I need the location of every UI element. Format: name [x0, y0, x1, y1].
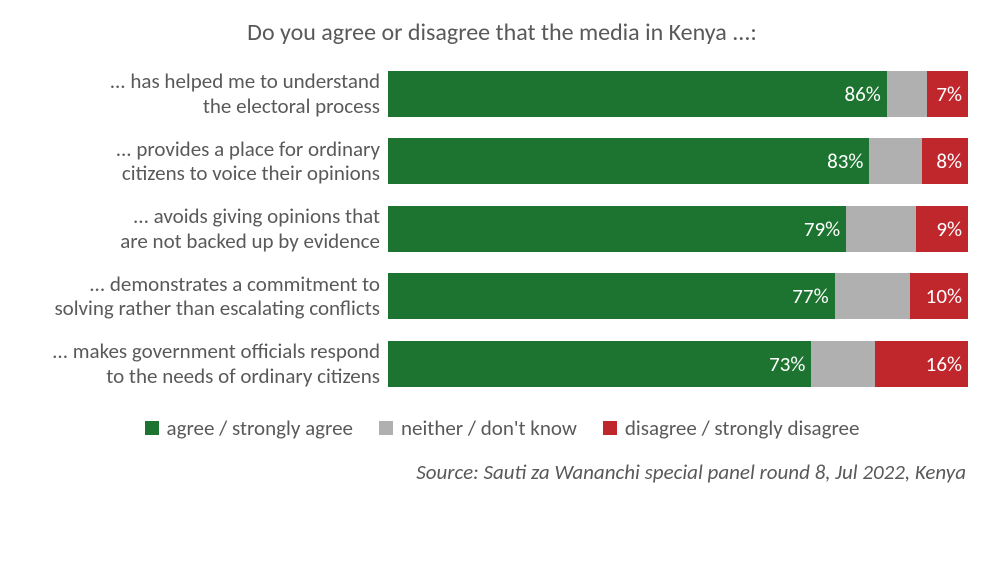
- bar-segment-agree: 73%: [388, 341, 811, 387]
- bar-segment-agree: 79%: [388, 206, 846, 252]
- bar-segment-neither: [846, 206, 916, 252]
- bar-segment-disagree: 9%: [916, 206, 968, 252]
- stacked-bar-chart: ... has helped me to understand the elec…: [28, 69, 976, 389]
- legend-item-disagree: disagree / strongly disagree: [603, 415, 860, 441]
- chart-row: ... avoids giving opinions that are not …: [28, 204, 968, 254]
- legend: agree / strongly agree neither / don't k…: [28, 415, 976, 441]
- chart-row: ... demonstrates a commitment to solving…: [28, 272, 968, 322]
- bar-segment-disagree: 10%: [910, 273, 968, 319]
- bar-segment-neither: [869, 138, 921, 184]
- legend-item-agree: agree / strongly agree: [145, 415, 353, 441]
- bar-segment-neither: [887, 71, 928, 117]
- chart-title: Do you agree or disagree that the media …: [28, 18, 976, 47]
- bar-segment-agree: 86%: [388, 71, 887, 117]
- legend-label-neither: neither / don't know: [401, 415, 577, 441]
- category-label: ... demonstrates a commitment to solving…: [28, 272, 388, 322]
- bar-segment-agree: 83%: [388, 138, 869, 184]
- bar-group: 77% 10%: [388, 273, 968, 319]
- legend-swatch-neither: [379, 421, 393, 435]
- category-label: ... avoids giving opinions that are not …: [28, 204, 388, 254]
- source-text: Source: Sauti za Wananchi special panel …: [28, 459, 976, 485]
- bar-segment-disagree: 7%: [927, 71, 968, 117]
- chart-row: ... provides a place for ordinary citize…: [28, 137, 968, 187]
- category-label: ... provides a place for ordinary citize…: [28, 137, 388, 187]
- bar-group: 86% 7%: [388, 71, 968, 117]
- legend-label-agree: agree / strongly agree: [167, 415, 353, 441]
- legend-label-disagree: disagree / strongly disagree: [625, 415, 860, 441]
- bar-segment-neither: [811, 341, 875, 387]
- bar-group: 83% 8%: [388, 138, 968, 184]
- category-label: ... has helped me to understand the elec…: [28, 69, 388, 119]
- legend-item-neither: neither / don't know: [379, 415, 577, 441]
- chart-row: ... has helped me to understand the elec…: [28, 69, 968, 119]
- category-label: ... makes government officials respond t…: [28, 339, 388, 389]
- bar-group: 73% 16%: [388, 341, 968, 387]
- legend-swatch-agree: [145, 421, 159, 435]
- bar-segment-neither: [835, 273, 910, 319]
- legend-swatch-disagree: [603, 421, 617, 435]
- bar-segment-disagree: 8%: [922, 138, 968, 184]
- bar-group: 79% 9%: [388, 206, 968, 252]
- bar-segment-agree: 77%: [388, 273, 835, 319]
- chart-row: ... makes government officials respond t…: [28, 339, 968, 389]
- bar-segment-disagree: 16%: [875, 341, 968, 387]
